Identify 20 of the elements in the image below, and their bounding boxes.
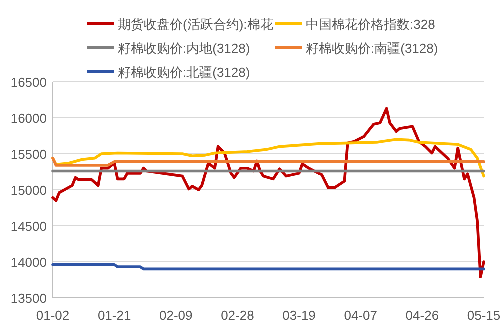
y-tick-label: 15000 bbox=[10, 183, 47, 198]
y-tick-label: 16500 bbox=[10, 75, 47, 90]
legend-label: 期货收盘价(活跃合约):棉花 bbox=[118, 17, 274, 32]
y-tick-label: 15500 bbox=[10, 147, 47, 162]
x-tick-label: 01-02 bbox=[36, 308, 70, 323]
legend-label: 籽棉收购价:内地(3128) bbox=[118, 41, 250, 56]
x-tick-label: 01-21 bbox=[98, 308, 132, 323]
y-tick-label: 14000 bbox=[10, 255, 47, 270]
x-tick-label: 04-07 bbox=[344, 308, 378, 323]
legend-label: 中国棉花价格指数:328 bbox=[306, 17, 436, 32]
y-tick-label: 13500 bbox=[10, 291, 47, 306]
x-tick-label: 02-28 bbox=[221, 308, 254, 323]
y-tick-label: 16000 bbox=[10, 111, 47, 126]
y-tick-label: 14500 bbox=[10, 219, 47, 234]
legend-label: 籽棉收购价:北疆(3128) bbox=[118, 65, 250, 80]
legend-label: 籽棉收购价:南疆(3128) bbox=[306, 41, 438, 56]
x-tick-label: 02-09 bbox=[160, 308, 193, 323]
x-tick-label: 04-26 bbox=[406, 308, 440, 323]
x-tick-label: 03-19 bbox=[282, 308, 316, 323]
x-tick-label: 05-15 bbox=[467, 308, 500, 323]
